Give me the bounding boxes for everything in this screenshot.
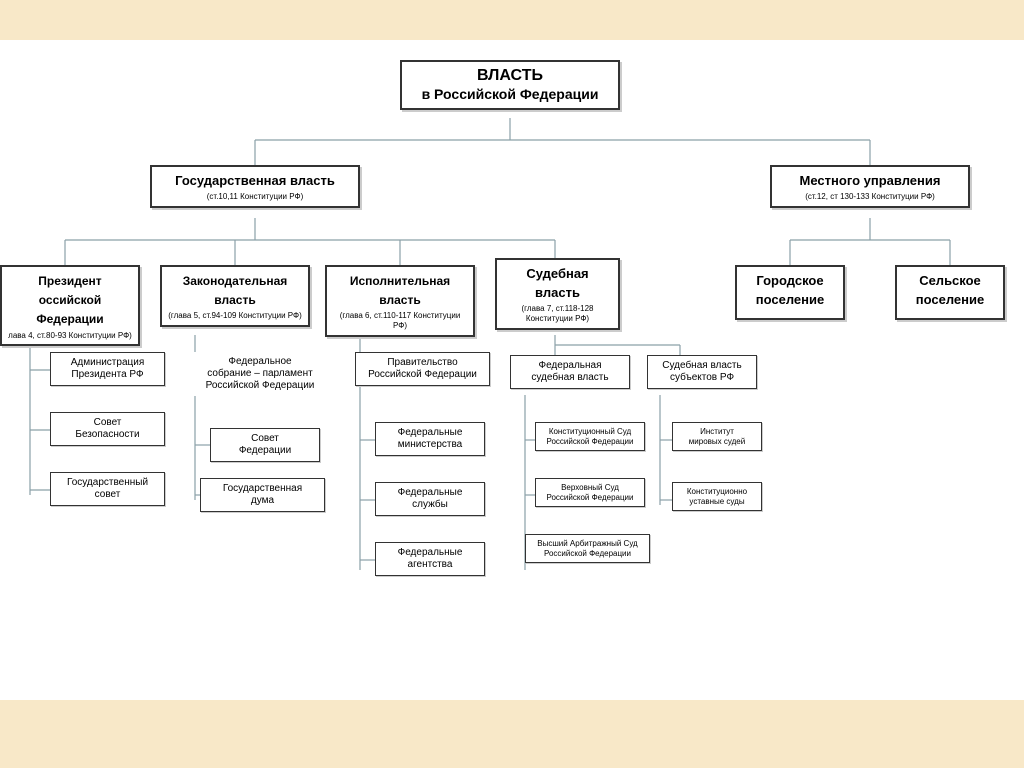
jud-const-node: Конституционный СудРоссийской Федерации bbox=[535, 422, 645, 451]
root-title: ВЛАСТЬ bbox=[477, 67, 543, 84]
exec-min-node: Федеральныеминистерства bbox=[375, 422, 485, 456]
jud-supreme-node: Верховный СудРоссийской Федерации bbox=[535, 478, 645, 507]
exec-agency-node: Федеральныеагентства bbox=[375, 542, 485, 576]
leg-fed-council-node: СоветФедерации bbox=[210, 428, 320, 462]
judicial-node: Судебная власть (глава 7, ст.118-128 Кон… bbox=[495, 258, 620, 330]
jud-inst-node: Институтмировых судей bbox=[672, 422, 762, 451]
city-t2: поселение bbox=[756, 292, 824, 307]
jud-fed-node: Федеральнаясудебная власть bbox=[510, 355, 630, 389]
exec-sub: (глава 6, ст.110-117 Конституции РФ) bbox=[333, 311, 467, 330]
president-t2: оссийской Федерации bbox=[36, 293, 103, 326]
leg-sub: (глава 5, ст.94-109 Конституции РФ) bbox=[168, 311, 302, 321]
root-subtitle: в Российской Федерации bbox=[422, 86, 599, 102]
gov-title: Государственная власть bbox=[175, 173, 335, 188]
root-node: ВЛАСТЬ в Российской Федерации bbox=[400, 60, 620, 110]
president-sub: лава 4, ст.80-93 Конституции РФ) bbox=[8, 331, 132, 341]
local-sub: (ст.12, ст 130-133 Конституции РФ) bbox=[778, 192, 962, 202]
pres-state-node: Государственныйсовет bbox=[50, 472, 165, 506]
jud-sub: (глава 7, ст.118-128 Конституции РФ) bbox=[503, 304, 612, 323]
rural-t2: поселение bbox=[916, 292, 984, 307]
pres-security-node: СоветБезопасности bbox=[50, 412, 165, 446]
exec-govt-node: ПравительствоРоссийской Федерации bbox=[355, 352, 490, 386]
leg-t2: власть bbox=[214, 293, 255, 307]
gov-sub: (ст.10,11 Конституции РФ) bbox=[158, 192, 352, 202]
rural-node: Сельское поселение bbox=[895, 265, 1005, 320]
jud-subj-node: Судебная властьсубъектов РФ bbox=[647, 355, 757, 389]
local-node: Местного управления (ст.12, ст 130-133 К… bbox=[770, 165, 970, 208]
jud-t2: власть bbox=[535, 285, 580, 300]
gov-node: Государственная власть (ст.10,11 Констит… bbox=[150, 165, 360, 208]
diagram-frame: ВЛАСТЬ в Российской Федерации Государств… bbox=[0, 40, 1024, 700]
rural-t1: Сельское bbox=[919, 273, 981, 288]
jud-ust-node: Конституционноуставные суды bbox=[672, 482, 762, 511]
leg-parliament-node: Федеральноесобрание – парламентРоссийско… bbox=[190, 352, 330, 396]
exec-t2: власть bbox=[379, 293, 420, 307]
exec-t1: Исполнительная bbox=[350, 274, 450, 288]
exec-serv-node: Федеральныеслужбы bbox=[375, 482, 485, 516]
president-t1: Президент bbox=[38, 274, 101, 288]
city-t1: Городское bbox=[756, 273, 823, 288]
president-node: Президент оссийской Федерации лава 4, ст… bbox=[0, 265, 140, 346]
local-title: Местного управления bbox=[800, 173, 941, 188]
pres-admin-node: АдминистрацияПрезидента РФ bbox=[50, 352, 165, 386]
executive-node: Исполнительная власть (глава 6, ст.110-1… bbox=[325, 265, 475, 337]
jud-t1: Судебная bbox=[526, 266, 588, 281]
city-node: Городское поселение bbox=[735, 265, 845, 320]
leg-duma-node: Государственнаядума bbox=[200, 478, 325, 512]
jud-arb-node: Высший Арбитражный СудРоссийской Федерац… bbox=[525, 534, 650, 563]
legislative-node: Законодательная власть (глава 5, ст.94-1… bbox=[160, 265, 310, 327]
leg-t1: Законодательная bbox=[183, 274, 288, 288]
